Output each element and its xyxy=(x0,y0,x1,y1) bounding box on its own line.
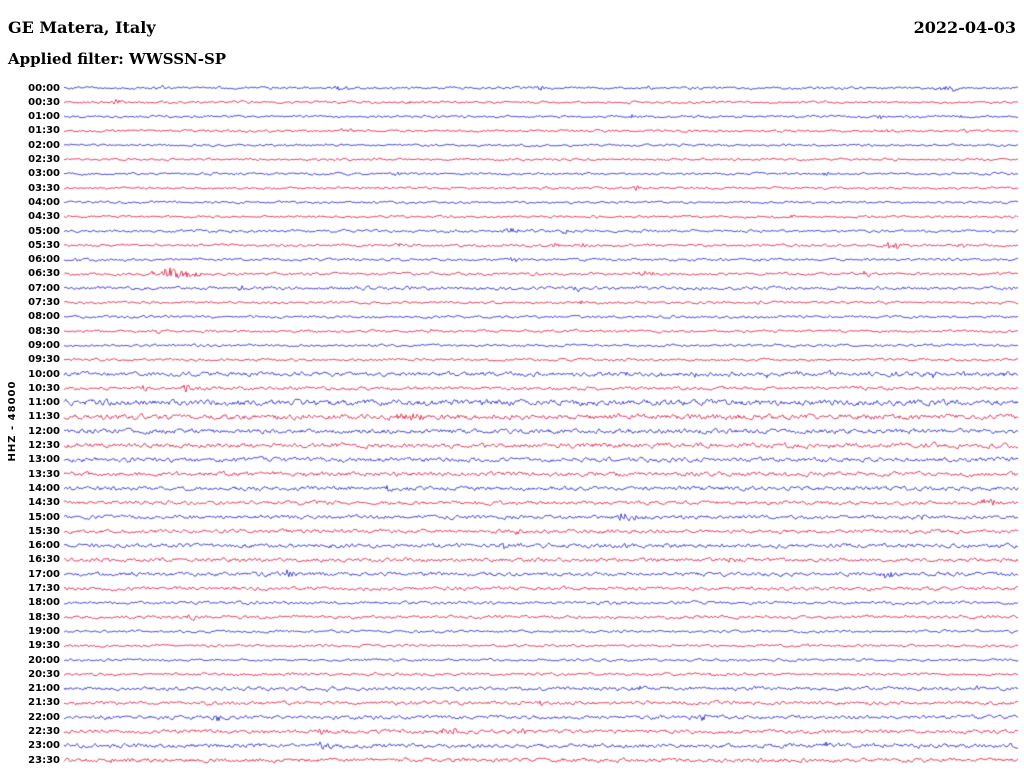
time-label: 01:30 xyxy=(28,125,60,137)
time-label: 21:30 xyxy=(28,697,60,709)
time-label: 07:30 xyxy=(28,297,60,308)
time-label: 11:00 xyxy=(28,397,60,409)
time-label: 03:00 xyxy=(28,168,60,180)
time-label: 11:30 xyxy=(28,411,60,423)
time-label: 19:00 xyxy=(28,625,60,637)
time-label: 10:00 xyxy=(28,368,60,380)
time-label: 19:30 xyxy=(28,640,60,652)
time-label: 22:00 xyxy=(28,711,60,723)
time-label: 12:00 xyxy=(28,425,60,437)
time-label: 20:30 xyxy=(28,668,60,680)
time-label: 12:30 xyxy=(28,440,60,451)
time-label: 04:00 xyxy=(28,196,60,208)
time-label: 06:00 xyxy=(28,254,60,266)
time-label: 03:30 xyxy=(28,182,60,194)
time-label: 16:00 xyxy=(28,540,60,552)
time-label: 13:00 xyxy=(28,454,60,466)
time-label: 21:00 xyxy=(28,683,60,695)
time-label: 09:00 xyxy=(28,339,60,351)
time-label: 17:00 xyxy=(28,568,60,580)
time-label: 06:30 xyxy=(28,268,60,280)
time-label: 23:00 xyxy=(28,740,60,752)
time-label: 04:30 xyxy=(28,211,60,223)
time-label: 08:30 xyxy=(28,325,60,337)
time-label: 01:00 xyxy=(28,111,60,123)
time-label: 07:00 xyxy=(28,282,60,294)
time-label: 10:30 xyxy=(28,382,60,394)
time-label: 22:30 xyxy=(28,726,60,737)
time-label: 00:30 xyxy=(28,96,60,108)
time-label: 05:30 xyxy=(28,239,60,251)
time-label: 20:00 xyxy=(28,654,60,666)
time-label: 14:30 xyxy=(28,497,60,509)
time-label: 17:30 xyxy=(28,583,60,594)
time-label: 18:00 xyxy=(28,597,60,609)
time-label: 02:00 xyxy=(28,139,60,151)
time-label: 15:00 xyxy=(28,511,60,523)
time-label: 02:30 xyxy=(28,154,60,165)
time-label: 05:00 xyxy=(28,225,60,237)
time-label: 08:00 xyxy=(28,311,60,323)
time-label: 16:30 xyxy=(28,554,60,566)
time-label: 13:30 xyxy=(28,468,60,480)
time-label: 14:00 xyxy=(28,482,60,494)
time-label: 09:30 xyxy=(28,354,60,366)
time-label: 15:30 xyxy=(28,525,60,537)
time-label: 18:30 xyxy=(28,611,60,623)
time-label: 00:00 xyxy=(28,82,60,94)
time-label: 23:30 xyxy=(28,754,60,766)
